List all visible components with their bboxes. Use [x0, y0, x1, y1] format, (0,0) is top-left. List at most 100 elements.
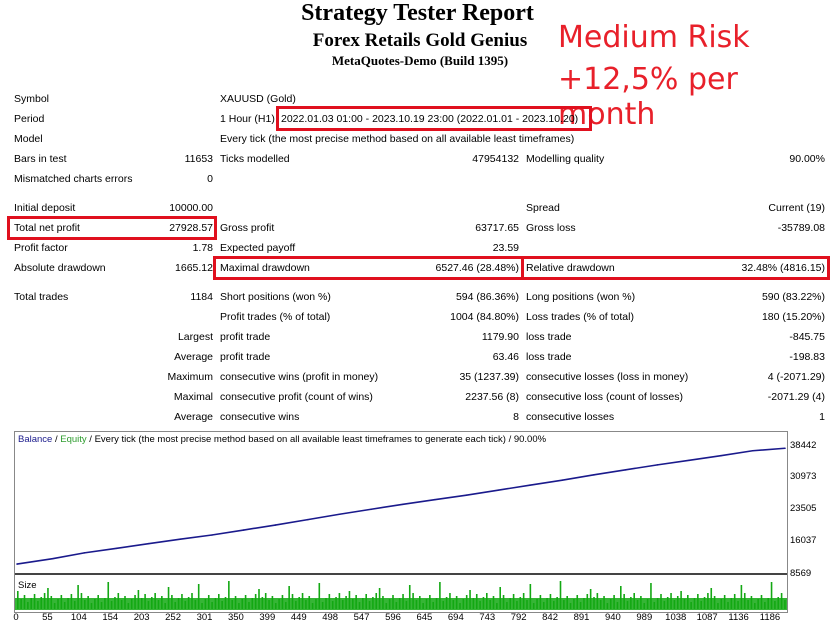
server-name: MetaQuotes-Demo (Build 1395) [331, 53, 509, 68]
expected-payoff-value: 23.59 [492, 242, 519, 254]
maximal-profit-value: 2237.56 (8) [465, 391, 519, 403]
x-tick-label: 301 [196, 612, 213, 623]
x-tick-label: 743 [479, 612, 496, 623]
balance-point [211, 534, 213, 536]
balance-point [306, 518, 309, 521]
profit-factor-value: 1.78 [192, 242, 213, 254]
size-base [15, 598, 787, 610]
average-profit-value: 63.46 [492, 351, 519, 363]
balance-point [179, 538, 181, 540]
loss-trades-value: 180 (15.20%) [761, 311, 825, 323]
size-label: Size [18, 580, 37, 591]
avg-consecutive-wins-label: consecutive wins [220, 411, 300, 423]
maximal-drawdown-value: 6527.46 (28.48%) [435, 262, 519, 274]
deposit-label: Initial deposit [14, 202, 76, 214]
x-tick-label: 399 [259, 612, 276, 623]
balance-point [720, 454, 722, 457]
absolute-drawdown-value: 1665.12 [175, 262, 213, 274]
relative-drawdown-highlight [521, 256, 830, 280]
size-bar [529, 584, 532, 609]
total-trades-value: 1184 [190, 291, 213, 303]
legend-sep: / [52, 434, 61, 445]
net-profit-highlight [7, 216, 217, 240]
size-bar [650, 583, 652, 609]
legend-equity: Equity [60, 434, 87, 445]
chart-legend: Balance / Equity / Every tick (the most … [18, 434, 546, 445]
balance-point [561, 479, 564, 482]
maximal-label: Maximal [173, 391, 213, 403]
gross-profit-label: Gross profit [220, 222, 275, 234]
y-tick-label: 30973 [790, 471, 817, 482]
period-value: 2022.01.03 01:00 - 2023.10.19 23:00 (202… [281, 113, 579, 125]
period-label: Period [14, 113, 45, 125]
largest-loss-value: -845.75 [789, 331, 825, 343]
max-consecutive-losses-label: consecutive losses (loss in money) [526, 371, 689, 383]
x-tick-label: 891 [573, 612, 590, 623]
x-tick-label: 350 [227, 612, 244, 623]
gross-profit-value: 63717.65 [475, 222, 519, 234]
model-value: Every tick (the most precise method base… [220, 133, 575, 145]
balance-chart [14, 431, 788, 613]
balance-point [529, 484, 531, 486]
balance-point [115, 547, 118, 550]
maximal-loss-label: consecutive loss (count of losses) [526, 391, 683, 403]
largest-profit-value: 1179.90 [481, 331, 519, 343]
x-tick-label: 694 [447, 612, 464, 623]
balance-point [16, 563, 18, 565]
y-tick-label: 16037 [790, 535, 817, 546]
mismatch-value: 0 [207, 173, 213, 185]
ticks-value: 47954132 [472, 153, 519, 165]
balance-point [497, 489, 499, 491]
symbol-value: XAUUSD (Gold) [220, 93, 296, 105]
max-consecutive-wins-label: consecutive wins (profit in money) [220, 371, 379, 383]
balance-point [83, 552, 86, 554]
long-positions-label: Long positions (won %) [526, 291, 636, 303]
maximal-loss-value: -2071.29 (4) [767, 391, 825, 403]
x-tick-label: 940 [604, 612, 621, 623]
total-trades-label: Total trades [14, 291, 69, 303]
loss-trades-label: Loss trades (% of total) [526, 311, 634, 323]
x-tick-label: 104 [70, 612, 87, 623]
x-tick-label: 449 [290, 612, 307, 623]
x-tick-label: 498 [322, 612, 339, 623]
balance-point [370, 508, 373, 511]
report-title: Strategy Tester Report [301, 0, 534, 26]
balance-point [402, 503, 404, 506]
size-bar [559, 581, 562, 609]
balance-series-line [16, 447, 786, 565]
balance-point [147, 542, 150, 545]
gross-loss-value: -35789.08 [777, 222, 825, 234]
short-positions-value: 594 (86.36%) [455, 291, 519, 303]
period-highlight [276, 106, 592, 131]
profit-trades-value: 1004 (84.80%) [450, 311, 519, 323]
long-positions-value: 590 (83.22%) [761, 291, 825, 303]
y-tick-label: 38442 [790, 440, 817, 451]
balance-chart-svg [15, 447, 787, 610]
avg-consecutive-wins-value: 8 [513, 411, 519, 423]
expected-payoff-label: Expected payoff [220, 242, 296, 254]
x-tick-label: 203 [133, 612, 150, 623]
x-tick-label: 645 [416, 612, 433, 623]
size-bar [77, 585, 79, 609]
balance-point [784, 447, 786, 450]
largest-loss-label: loss trade [526, 331, 572, 343]
relative-drawdown-value: 32.48% (4816.15) [741, 262, 825, 274]
avg-consecutive-losses-label: consecutive losses [526, 411, 615, 423]
x-tick-label: 1136 [728, 612, 749, 623]
size-bar [439, 582, 441, 609]
x-tick-label: 596 [385, 612, 401, 623]
x-tick-label: 154 [102, 612, 119, 623]
largest-label: Largest [177, 331, 213, 343]
net-profit-value: 27928.57 [169, 222, 213, 234]
x-tick-label: 1186 [759, 612, 781, 623]
balance-point [624, 469, 627, 471]
x-tick-label: 547 [353, 612, 370, 623]
risk-annotation: Medium Risk [558, 20, 750, 55]
model-label: Model [14, 133, 43, 145]
size-bar [107, 582, 110, 609]
average-loss-value: -198.83 [789, 351, 825, 363]
relative-drawdown-label: Relative drawdown [526, 262, 615, 274]
x-tick-label: 792 [510, 612, 527, 623]
profit-trades-label: Profit trades (% of total) [220, 311, 331, 323]
balance-point [688, 459, 690, 462]
